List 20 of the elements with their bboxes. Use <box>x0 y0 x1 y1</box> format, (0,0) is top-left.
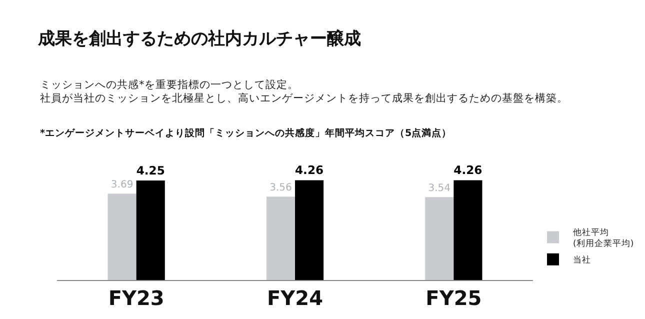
chart-subtitle: ミッションへの共感*を重要指標の一つとして設定。社員が当社のミッションを北極星とし、高いエンゲージメントを持って成果を創出するための基盤を構築。 <box>40 78 568 105</box>
data-label: 3.56 <box>270 182 292 194</box>
bar <box>108 194 136 280</box>
legend-label: 他社平均 (利用企業平均) <box>573 227 634 250</box>
bar <box>266 196 295 280</box>
data-label: 3.69 <box>110 180 134 191</box>
chart-title: 成果を創出するための社内カルチャー醸成 <box>37 28 361 49</box>
x-tick-label: FY25 <box>426 286 482 310</box>
bar <box>425 197 454 280</box>
x-tick-label: FY23 <box>108 286 164 310</box>
bar <box>454 180 482 280</box>
text: *エンゲージメントサーベイより設問「ミッションへの共感度」年間平均スコア（5点満点） <box>40 127 452 139</box>
legend-label: 当社 <box>573 254 591 266</box>
data-label: 4.26 <box>295 163 324 178</box>
bar <box>295 180 324 280</box>
bar <box>136 180 165 280</box>
data-label: 3.54 <box>428 183 451 194</box>
x-tick-label: FY24 <box>267 286 323 310</box>
data-label: 4.26 <box>454 163 482 178</box>
data-label: 4.25 <box>136 163 165 178</box>
